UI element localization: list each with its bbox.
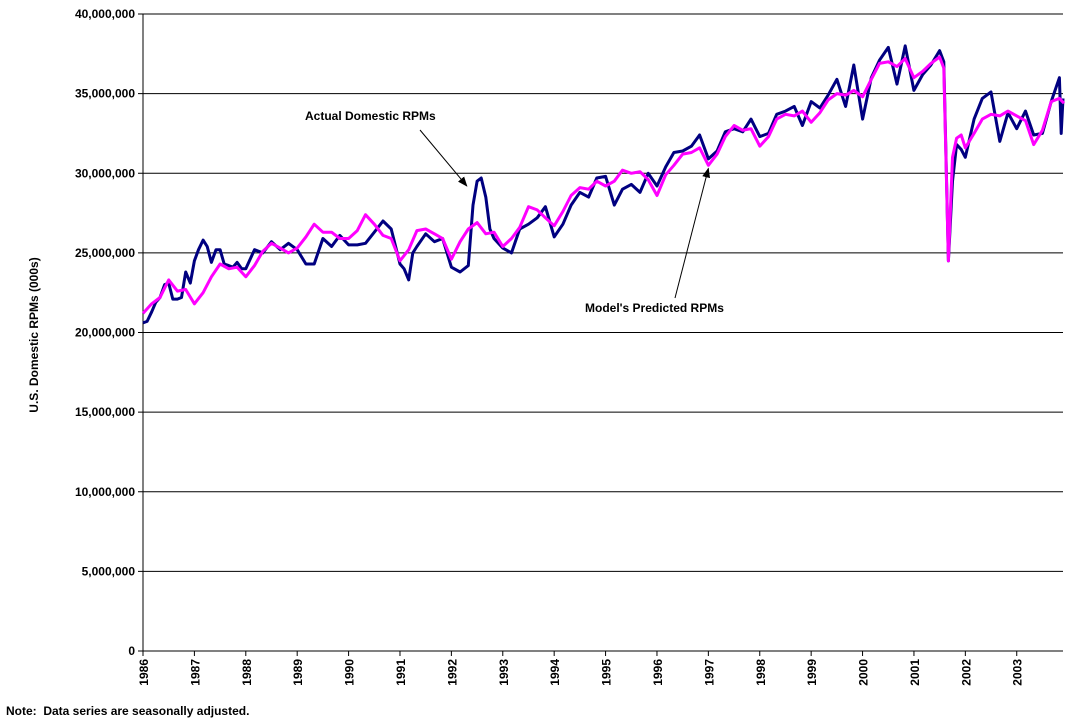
y-axis-label: U.S. Domestic RPMs (000s)	[27, 257, 41, 412]
y-tick-label: 20,000,000	[75, 326, 135, 340]
y-tick-label: 10,000,000	[75, 485, 135, 499]
x-tick-label: 1994	[548, 659, 562, 686]
x-tick-label: 1989	[291, 659, 305, 686]
y-tick-label: 35,000,000	[75, 87, 135, 101]
x-tick-label: 2000	[857, 659, 871, 686]
gridlines	[143, 13, 1063, 572]
x-tick-label: 1986	[137, 659, 151, 686]
y-tick-label: 5,000,000	[82, 564, 136, 578]
x-tick-label: 1988	[240, 659, 254, 686]
x-tick-label: 1991	[394, 659, 408, 686]
y-tick-label: 25,000,000	[75, 246, 135, 260]
x-tick-label: 1999	[805, 659, 819, 686]
x-tick-label: 2003	[1011, 659, 1025, 686]
x-tick-label: 1987	[188, 659, 202, 686]
x-tick-label: 1992	[445, 659, 459, 686]
annotation-arrow-actual	[419, 129, 468, 187]
x-tick-label: 1997	[702, 659, 716, 686]
x-tick-label: 1996	[651, 659, 665, 686]
annotation-label-predicted: Model's Predicted RPMs	[585, 301, 724, 315]
y-tick-labels: 0 5,000,000 10,000,000 15,000,000 20,000,000…	[75, 7, 135, 658]
y-tick-label: 0	[128, 644, 135, 658]
y-tick-label: 15,000,000	[75, 405, 135, 419]
y-tick-label: 40,000,000	[75, 7, 135, 21]
annotations: Actual Domestic RPMs Model's Predicted RP…	[305, 109, 724, 315]
x-tick-label: 2001	[908, 659, 922, 686]
axes	[138, 13, 1063, 656]
x-tick-label: 1995	[600, 659, 614, 686]
annotation-label-actual: Actual Domestic RPMs	[305, 109, 436, 123]
x-tick-label: 1993	[497, 659, 511, 686]
annotation-arrow-predicted	[674, 167, 710, 299]
x-tick-label: 1990	[343, 659, 357, 686]
x-tick-label: 1998	[754, 659, 768, 686]
series-line-predicted	[141, 55, 1065, 315]
series-lines	[141, 44, 1065, 325]
x-tick-labels: 1986 1987 1988 1989 1990 1991 1992 1993 1994 1995…	[137, 659, 1025, 686]
footnote: Note: Data series are seasonally adjuste…	[6, 704, 250, 718]
x-tick-label: 2002	[959, 659, 973, 686]
y-tick-label: 30,000,000	[75, 166, 135, 180]
